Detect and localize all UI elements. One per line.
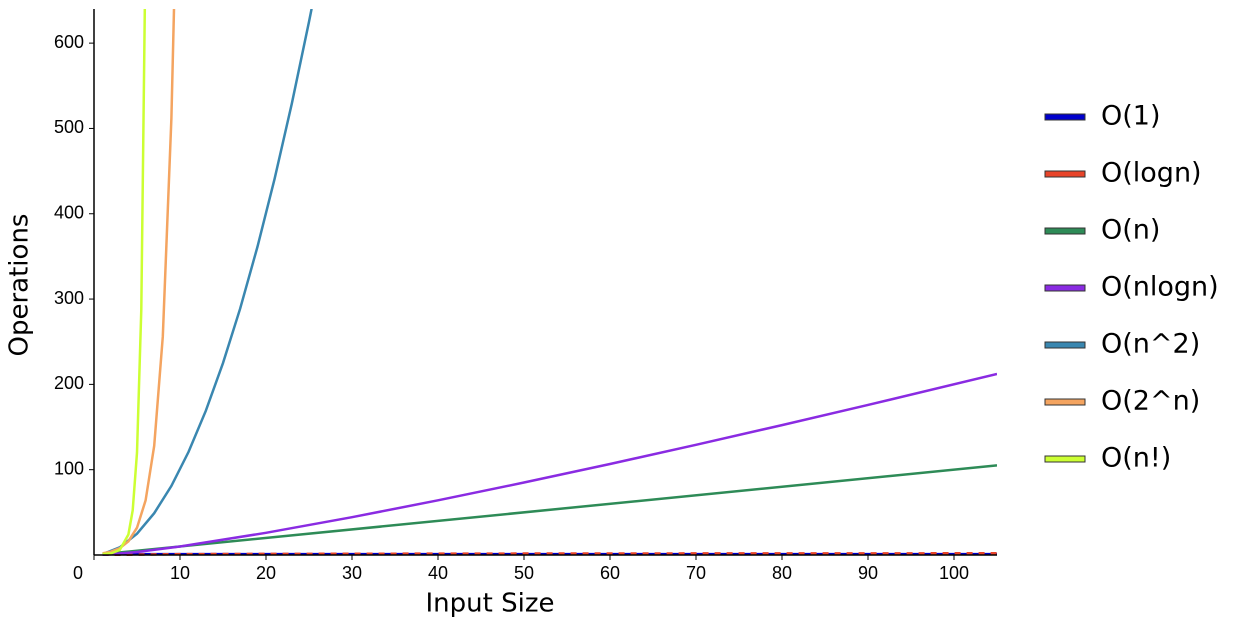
legend-swatch: [1044, 398, 1086, 406]
legend-swatch: [1044, 227, 1086, 235]
x-tick-label: 20: [256, 563, 276, 583]
x-tick-label: 30: [342, 563, 362, 583]
series-line: [102, 372, 997, 556]
x-tick-label: 90: [858, 563, 878, 583]
legend-label: O(1): [1101, 101, 1161, 132]
series-line: [102, 9, 147, 556]
x-tick-label: 100: [939, 563, 969, 583]
legend-label: O(nlogn): [1101, 272, 1219, 303]
x-tick-label: 0: [73, 563, 83, 583]
x-tick-label: 10: [170, 563, 190, 583]
x-axis-title: Input Size: [426, 589, 555, 619]
legend-swatch: [1044, 341, 1086, 349]
legend-label: O(n!): [1101, 443, 1171, 474]
series-line: [102, 552, 997, 556]
x-tick-label: 40: [428, 563, 448, 583]
legend-swatch: [1044, 170, 1086, 178]
legend-label: O(logn): [1101, 158, 1202, 189]
x-tick-label: 70: [686, 563, 706, 583]
y-tick-label: 500: [54, 117, 84, 137]
y-tick-label: 300: [54, 288, 84, 308]
x-tick-label: 80: [772, 563, 792, 583]
x-tick-label: 60: [600, 563, 620, 583]
legend-label: O(n): [1101, 215, 1160, 246]
x-tick-label: 50: [514, 563, 534, 583]
legend-label: O(2^n): [1101, 386, 1200, 417]
legend-swatch: [1044, 455, 1086, 463]
plot-area: [102, 9, 997, 556]
series-line: [102, 9, 176, 555]
y-tick-label: 100: [54, 458, 84, 478]
legend-label: O(n^2): [1101, 329, 1200, 360]
series-line: [102, 464, 997, 556]
legend-swatch: [1044, 284, 1086, 292]
series-line: [102, 9, 313, 556]
y-tick-label: 400: [54, 203, 84, 223]
legend-swatch: [1044, 113, 1086, 121]
y-axis-title: Operations: [5, 214, 35, 357]
y-tick-label: 600: [54, 32, 84, 52]
y-tick-label: 200: [54, 373, 84, 393]
